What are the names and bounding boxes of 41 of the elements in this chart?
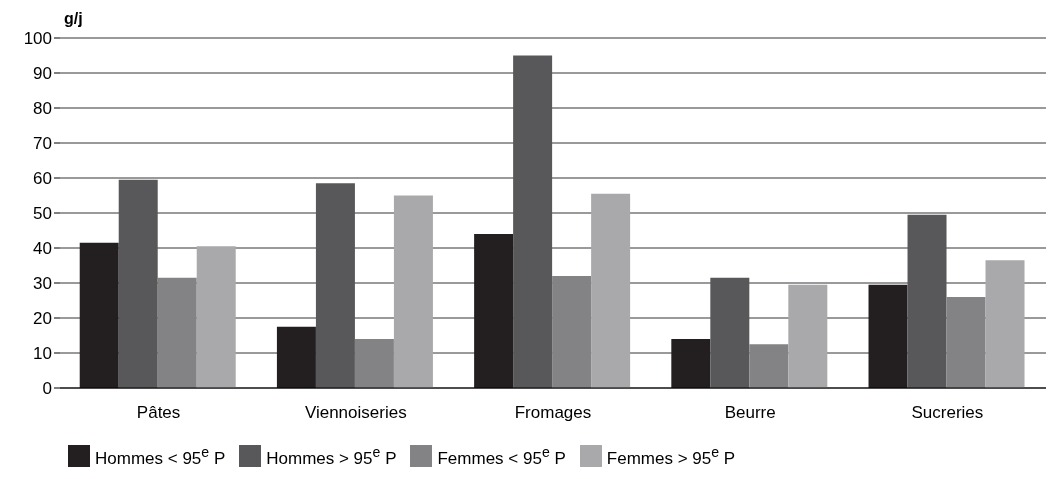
bar [946, 297, 986, 388]
y-tick-label: 0 [42, 379, 52, 399]
legend-label: Hommes > 95$^{e}$ P [266, 444, 397, 469]
bar [710, 277, 750, 388]
bar [474, 234, 514, 388]
bar [552, 276, 592, 388]
y-tick-label: 90 [33, 64, 52, 84]
bar [591, 193, 631, 388]
bar [157, 277, 197, 388]
x-tick-label: Viennoiseries [304, 403, 407, 423]
bar [393, 195, 433, 388]
bar [985, 260, 1025, 388]
bar [749, 344, 789, 388]
y-tick-label: 100 [23, 29, 52, 49]
x-tick-label: Beurre [724, 403, 776, 423]
y-tick-label: 10 [33, 344, 52, 364]
y-tick-label: 30 [33, 274, 52, 294]
bar [671, 339, 711, 388]
bar [513, 55, 553, 388]
bar [196, 246, 236, 388]
legend-label: Hommes < 95$^{e}$ P [95, 444, 226, 469]
bar [907, 214, 947, 388]
bar [868, 284, 908, 388]
y-axis-title: g/j [64, 10, 83, 28]
x-tick-label: Pâtes [136, 403, 181, 423]
y-tick-label: 20 [33, 309, 52, 329]
bar [118, 179, 158, 388]
y-tick-label: 60 [33, 169, 52, 189]
y-tick-label: 50 [33, 204, 52, 224]
bar [788, 284, 828, 388]
bar [79, 242, 119, 388]
legend-label: Femmes > 95$^{e}$ P [606, 444, 736, 469]
x-tick-label: Fromages [514, 403, 592, 423]
x-tick-label: Sucreries [911, 403, 984, 423]
bar [276, 326, 316, 388]
bar [354, 339, 394, 388]
y-tick-label: 70 [33, 134, 52, 154]
y-tick-label: 40 [33, 239, 52, 259]
legend-label: Femmes < 95$^{e}$ P [437, 444, 566, 469]
y-tick-label: 80 [33, 99, 52, 119]
bar [315, 183, 355, 388]
